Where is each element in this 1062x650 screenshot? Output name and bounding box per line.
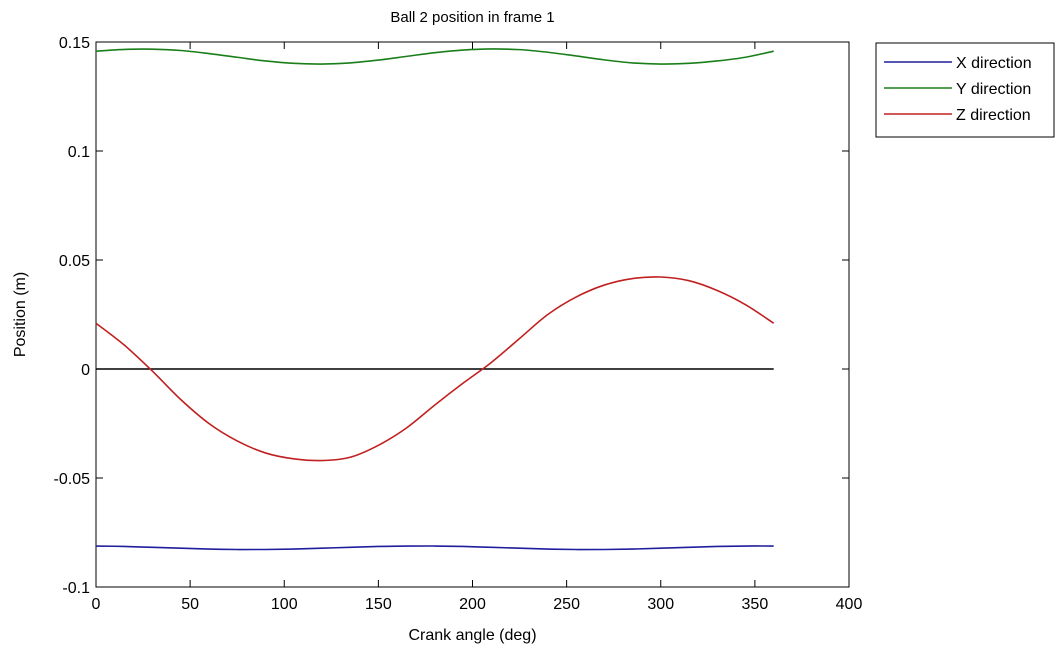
series-line-z-direction xyxy=(95,276,775,462)
legend-box xyxy=(875,42,1055,138)
y-tick-label: 0.05 xyxy=(59,253,90,270)
x-tick-label: 400 xyxy=(836,596,863,613)
y-axis-label: Position (m) xyxy=(12,272,29,357)
y-tick-label: -0.1 xyxy=(62,580,90,597)
x-tick-label: 0 xyxy=(92,596,101,613)
series-line-y-direction xyxy=(95,48,774,65)
x-tick-label: 200 xyxy=(459,596,486,613)
plot-area: 0 50 100 150 200 250 300 350 400 -0.1 -0.05 0 0.05 0.… xyxy=(54,35,863,613)
x-tick-label: 250 xyxy=(553,596,580,613)
x-tick-label: 100 xyxy=(271,596,298,613)
x-tick-label: 150 xyxy=(365,596,392,613)
axes-box xyxy=(95,41,850,588)
y-tick-label: 0.15 xyxy=(59,35,90,52)
legend-label: Y direction xyxy=(956,81,1031,98)
x-tick-label: 50 xyxy=(181,596,199,613)
x-tick-label: 350 xyxy=(742,596,769,613)
legend-label: Z direction xyxy=(956,107,1031,124)
legend: X direction Y direction Z direction xyxy=(875,42,1055,138)
y-tick-label: 0 xyxy=(81,362,90,379)
series-line-x-direction xyxy=(95,545,774,551)
y-tick-label: -0.05 xyxy=(54,471,91,488)
legend-label: X direction xyxy=(956,55,1032,72)
x-axis-label: Crank angle (deg) xyxy=(408,627,536,644)
y-tick-label: 0.1 xyxy=(68,144,90,161)
chart-title: Ball 2 position in frame 1 xyxy=(390,9,554,26)
x-tick-label: 300 xyxy=(647,596,674,613)
